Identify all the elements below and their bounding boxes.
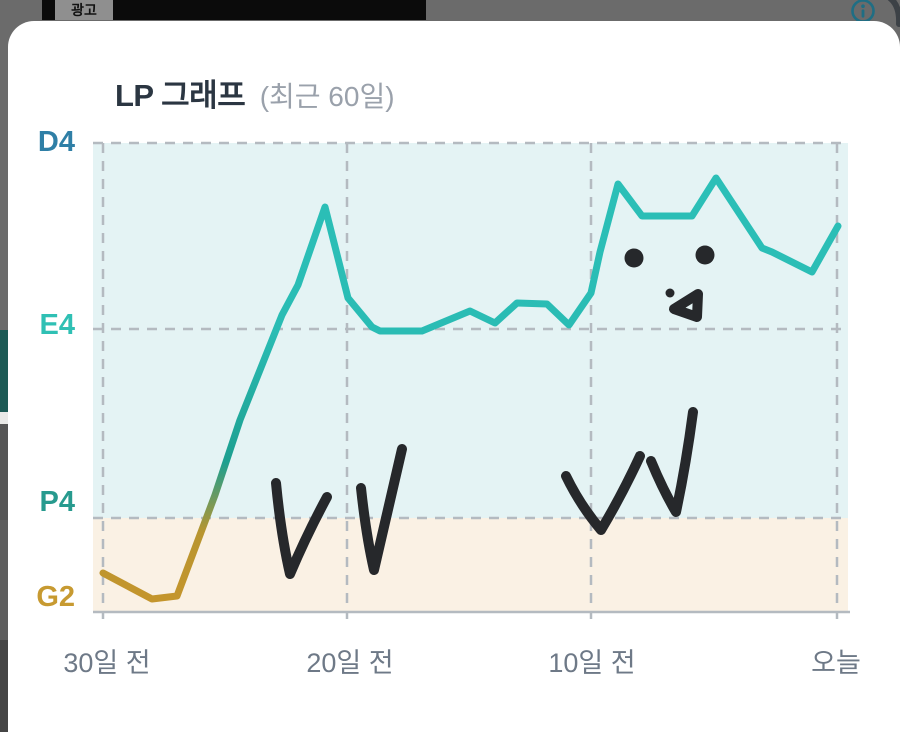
y-tick-p4: P4 xyxy=(39,486,75,518)
cat-paw-doodle xyxy=(356,444,407,575)
cat-mouth-doodle xyxy=(669,289,703,322)
page-edge-strip xyxy=(0,330,8,412)
x-tick-30d: 30일 전 xyxy=(63,648,151,678)
y-tick-d4: D4 xyxy=(37,126,75,158)
page-edge-strip xyxy=(0,412,8,424)
ad-banner[interactable]: 광고 xyxy=(42,0,426,20)
page-edge-strip xyxy=(0,520,8,640)
x-tick-10d: 10일 전 xyxy=(548,648,636,678)
banner-close-corner-icon[interactable] xyxy=(886,0,900,28)
page-edge-strip xyxy=(0,640,8,732)
x-tick-today: 오늘 xyxy=(811,648,861,678)
cat-paw-doodle xyxy=(561,451,645,535)
plot-background-band xyxy=(93,143,848,518)
y-tick-g2: G2 xyxy=(36,581,75,613)
lp-line-series xyxy=(99,174,842,603)
cat-eye-doodle xyxy=(624,248,644,268)
page-subtitle: (최근 60일) xyxy=(259,81,395,112)
page-edge-strip xyxy=(0,424,8,520)
x-tick-20d: 20일 전 xyxy=(306,648,394,678)
cat-mouth-doodle-dab xyxy=(665,288,675,298)
page-title: LP 그래프 xyxy=(115,78,246,113)
cat-paw-doodle xyxy=(271,478,332,579)
ad-label: 광고 xyxy=(71,2,97,18)
ad-label-chip: 광고 xyxy=(55,0,113,20)
cat-paw-doodle xyxy=(646,407,698,517)
cat-eye-doodle xyxy=(695,245,715,265)
y-tick-e4: E4 xyxy=(39,309,75,341)
card-title-row: LP 그래프 (최근 60일) xyxy=(115,70,395,115)
plot-background-band xyxy=(93,518,848,612)
page-edge-strip xyxy=(0,0,8,330)
